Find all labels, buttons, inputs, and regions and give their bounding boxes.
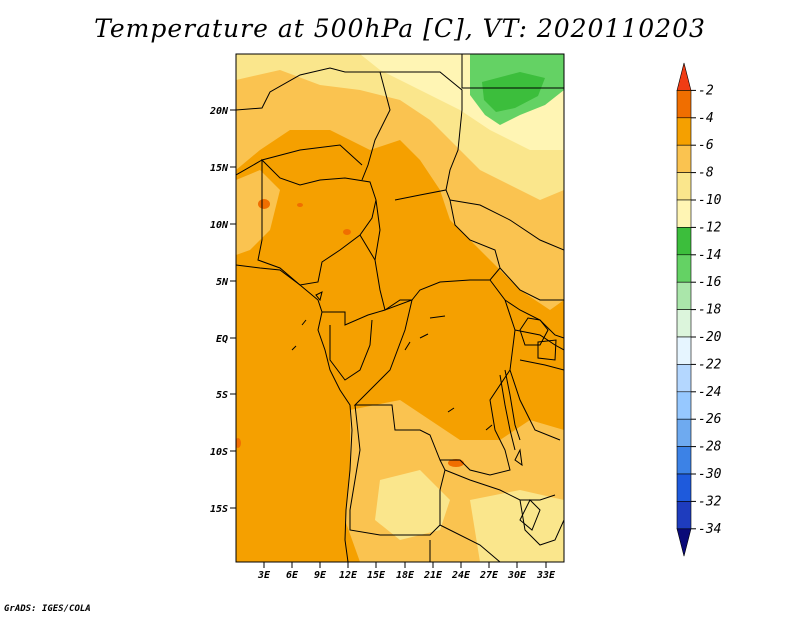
- colorbar-label: -14: [698, 248, 721, 263]
- colorbar-swatch: [676, 199, 692, 228]
- lat-ticks: 20N 15N 10N 5N EQ 5S 10S 15S: [209, 106, 236, 515]
- colorbar-swatch: [676, 418, 692, 447]
- colorbar-swatch: [676, 281, 692, 310]
- lat-tick-label: EQ: [216, 334, 228, 345]
- colorbar-label: -4: [698, 111, 714, 126]
- colorbar-swatch: [676, 501, 692, 530]
- colorbar-label: -24: [698, 385, 721, 400]
- colorbar-swatch: [676, 336, 692, 365]
- colorbar-label: -12: [698, 220, 722, 235]
- lat-tick-label: 20N: [209, 106, 229, 117]
- lon-tick-label: 6E: [286, 570, 299, 581]
- colorbar-label: -32: [698, 494, 722, 509]
- lon-tick-label: 9E: [314, 570, 327, 581]
- colorbar-label: -20: [698, 330, 722, 345]
- lat-tick-label: 10N: [210, 220, 229, 231]
- colorbar-swatch: [676, 309, 692, 338]
- colorbar-label: -26: [698, 412, 722, 427]
- colorbar-swatch: [676, 62, 692, 91]
- colorbar-label: -6: [698, 138, 714, 153]
- lat-tick-label: 15N: [210, 163, 229, 174]
- lat-tick-label: 10S: [210, 447, 228, 458]
- lon-tick-label: 24E: [451, 570, 471, 581]
- lon-tick-label: 21E: [423, 570, 443, 581]
- colorbar-swatch: [676, 254, 692, 283]
- colorbar-swatch: [676, 391, 692, 420]
- lon-tick-label: 33E: [536, 570, 556, 581]
- colorbar-swatch: [676, 446, 692, 475]
- lon-tick-label: 27E: [479, 570, 499, 581]
- lat-tick-label: 5N: [216, 277, 229, 288]
- colorbar-label: -10: [698, 193, 722, 208]
- colorbar-label: -18: [698, 303, 722, 318]
- lon-tick-label: 30E: [507, 570, 527, 581]
- colorbar-label: -8: [698, 166, 714, 181]
- country-borders: [236, 54, 564, 562]
- map-title: Temperature at 500hPa [C], VT: 202011020…: [94, 14, 706, 43]
- colorbar-swatch: [676, 144, 692, 173]
- lat-tick-label: 15S: [210, 504, 228, 515]
- colorbar-swatch: [676, 473, 692, 502]
- lon-tick-label: 18E: [396, 570, 415, 581]
- map-frame: [235, 53, 565, 563]
- lon-ticks: 3E 6E 9E 12E 15E 18E 21E 24E 27E 30E 33E: [257, 562, 556, 581]
- colorbar-swatch: [676, 117, 692, 146]
- lon-tick-label: 15E: [367, 570, 386, 581]
- colorbar-label: -34: [698, 522, 721, 537]
- lon-tick-label: 3E: [257, 570, 271, 581]
- colorbar-swatch: [676, 364, 692, 393]
- colorbar-swatch: [676, 90, 692, 119]
- temperature-field: [236, 54, 564, 562]
- colorbar-swatch: [676, 172, 692, 201]
- colorbar-label: -16: [698, 275, 722, 290]
- lat-tick-label: 5S: [216, 390, 228, 401]
- lon-tick-label: 12E: [339, 570, 358, 581]
- colorbar-label: -2: [698, 83, 714, 98]
- colorbar-label: -28: [698, 440, 722, 455]
- colorbar-swatch: [676, 528, 692, 557]
- colorbar-swatch: [676, 227, 692, 256]
- colorbar-label: -22: [698, 357, 722, 372]
- colorbar: -2 -4 -6 -8 -10 -12 -14 -16 -18 -20 -22 -24 -26 -28 -3…: [676, 62, 722, 557]
- colorbar-label: -30: [698, 467, 722, 482]
- grads-credit: GrADS: IGES/COLA: [4, 604, 91, 614]
